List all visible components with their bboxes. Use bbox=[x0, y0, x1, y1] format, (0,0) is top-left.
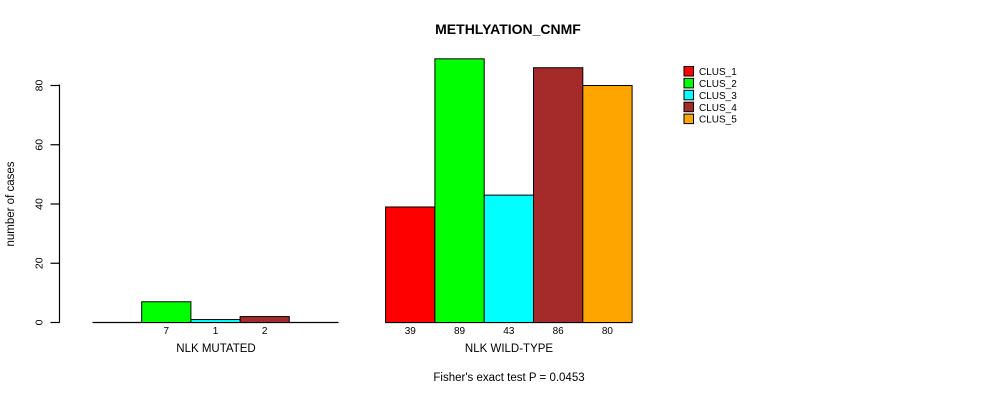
legend-swatch-clus_1 bbox=[683, 66, 694, 77]
bar-value-label-clus_4-wild-type: 86 bbox=[553, 326, 565, 337]
y-axis-tick-label: 20 bbox=[34, 257, 46, 269]
group-label-nlk-wild-type: NLK WILD-TYPE bbox=[464, 343, 554, 355]
bar-value-label-clus_5-wild-type: 80 bbox=[602, 326, 614, 337]
legend-label-clus_1: CLUS_1 bbox=[699, 67, 737, 78]
bar-clus_3-mutated bbox=[190, 319, 241, 324]
bar-value-label-clus_4-mutated: 2 bbox=[262, 326, 268, 337]
bar-value-label-clus_3-wild-type: 43 bbox=[503, 326, 515, 337]
bar-clus_3-wild-type bbox=[483, 194, 535, 323]
legend-swatch-clus_3 bbox=[683, 89, 694, 101]
group-label-nlk-mutated: NLK MUTATED bbox=[176, 343, 256, 355]
legend-swatch-clus_4 bbox=[683, 101, 694, 113]
chart-title: METHLYATION_CNMF bbox=[435, 21, 581, 37]
bar-clus_4-mutated bbox=[239, 316, 290, 324]
bar-value-label-clus_3-mutated: 1 bbox=[213, 326, 219, 337]
y-axis-tick-label: 80 bbox=[34, 80, 46, 92]
bar-clus_1-wild-type bbox=[385, 206, 436, 323]
bar-clus_2-wild-type bbox=[434, 58, 485, 324]
legend-label-clus_3: CLUS_3 bbox=[699, 91, 737, 102]
bar-clus_5-wild-type bbox=[582, 85, 633, 323]
bar-clus_4-wild-type bbox=[533, 67, 584, 323]
bar-value-label-clus_2-mutated: 7 bbox=[164, 326, 170, 337]
legend-label-clus_5: CLUS_5 bbox=[699, 115, 737, 126]
bar-value-label-clus_1-wild-type: 39 bbox=[405, 326, 417, 337]
y-axis-tick-label: 60 bbox=[34, 139, 46, 151]
bar-clus_2-mutated bbox=[141, 301, 192, 324]
fisher-test-annotation: Fisher's exact test P = 0.0453 bbox=[433, 372, 585, 384]
legend-label-clus_2: CLUS_2 bbox=[699, 79, 737, 90]
y-axis-title: number of cases bbox=[5, 161, 17, 246]
legend-label-clus_4: CLUS_4 bbox=[699, 103, 737, 114]
bar-value-label-clus_2-wild-type: 89 bbox=[454, 326, 466, 337]
y-axis-tick-label: 0 bbox=[34, 319, 46, 325]
y-axis-tick-label: 40 bbox=[34, 198, 46, 210]
legend-swatch-clus_5 bbox=[683, 113, 694, 125]
legend-swatch-clus_2 bbox=[683, 77, 694, 89]
